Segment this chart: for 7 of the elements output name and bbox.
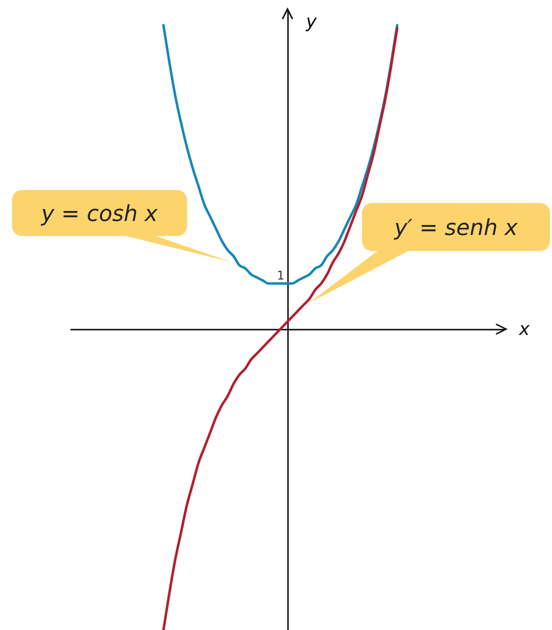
y-axis-title: y bbox=[305, 12, 317, 32]
callout: y = cosh x bbox=[12, 190, 231, 262]
annotation: 1 bbox=[276, 268, 284, 283]
series-label: y′ = senh x bbox=[393, 216, 519, 241]
text: x bbox=[518, 319, 530, 340]
callout: y′ = senh x bbox=[309, 203, 550, 303]
series-label: y = cosh x bbox=[40, 202, 159, 227]
